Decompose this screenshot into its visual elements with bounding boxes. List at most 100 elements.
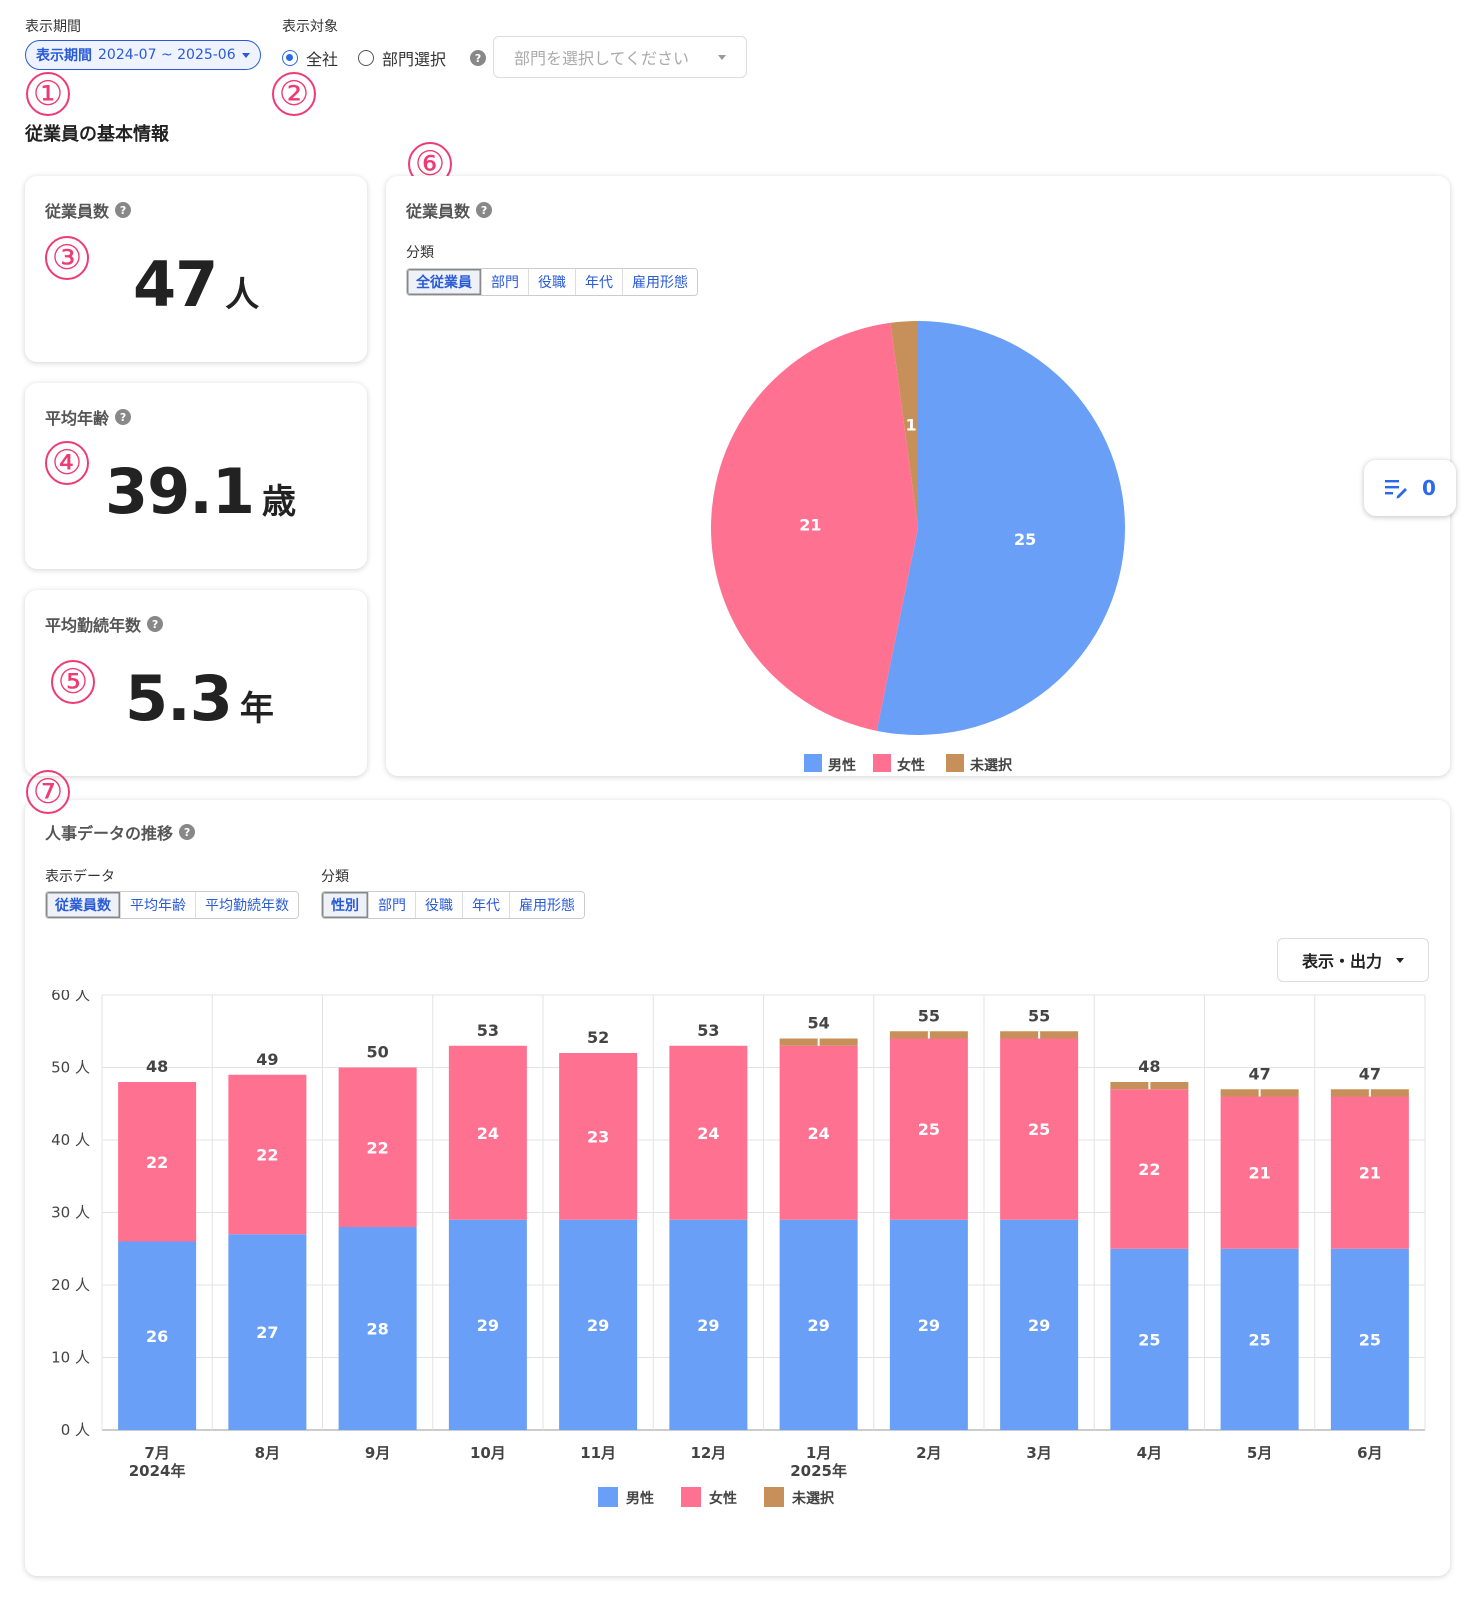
category-tab-4[interactable]: 雇用形態 — [510, 892, 584, 918]
bar-segment-7-0[interactable] — [889, 1219, 968, 1430]
bar-segment-9-1[interactable] — [1110, 1089, 1189, 1249]
target-label: 表示対象 — [282, 19, 338, 35]
output-button[interactable]: 表示・出力 — [1277, 938, 1429, 982]
category-tab-2[interactable]: 役職 — [416, 892, 463, 918]
x-tick-label-2: 9月 — [365, 1444, 390, 1462]
bar-segment-10-0[interactable] — [1220, 1248, 1299, 1430]
pie-chart: 25 21 1 男性 女性 未選択 — [711, 321, 1125, 774]
bar-value-label-11-1: 21 — [1359, 1164, 1381, 1183]
bar-segment-6-0[interactable] — [779, 1219, 858, 1430]
edit-list-icon — [1385, 480, 1408, 499]
bar-value-label-2-0: 28 — [366, 1320, 388, 1339]
pie-slice-1[interactable] — [711, 322, 918, 731]
help-icon[interactable]: ? — [147, 616, 164, 632]
bar-value-label-0-0: 26 — [146, 1327, 168, 1346]
bar-value-label-1-0: 27 — [256, 1323, 278, 1342]
period-button[interactable]: 表示期間 2024-07 ~ 2025-06 — [25, 40, 261, 70]
bar-value-label-2-1: 22 — [366, 1138, 388, 1157]
bar-segment-6-1[interactable] — [779, 1045, 858, 1220]
x-tick-label-10: 5月 — [1247, 1444, 1272, 1462]
pie-legend-swatch-1 — [873, 754, 891, 772]
bar-total-label-7: 55 — [918, 1006, 940, 1025]
pie-card-title: 従業員数 — [406, 202, 471, 221]
pie-tab-3[interactable]: 年代 — [576, 269, 623, 295]
bar-value-label-6-1: 24 — [807, 1124, 829, 1143]
employees-unit: 人 — [225, 275, 260, 315]
bar-segment-5-1[interactable] — [669, 1045, 748, 1220]
notes-button[interactable]: 0 — [1364, 460, 1456, 516]
bar-value-label-11-0: 25 — [1359, 1330, 1381, 1349]
bar-segment-3-0[interactable] — [448, 1219, 527, 1430]
x-tick-label-8: 3月 — [1026, 1444, 1051, 1462]
section-title: 従業員の基本情報 — [25, 124, 169, 145]
bar-total-label-10: 47 — [1248, 1064, 1270, 1083]
category-tab-3[interactable]: 年代 — [463, 892, 510, 918]
help-icon[interactable]: ? — [476, 202, 493, 218]
data-tab-0[interactable]: 従業員数 — [46, 892, 121, 918]
bar-segment-0-1[interactable] — [118, 1082, 197, 1242]
x-tick-label-3: 10月 — [470, 1444, 506, 1462]
dept-select[interactable]: 部門を選択してください — [493, 36, 747, 78]
tenure-card: 平均勤続年数? ⑤ 5.3 年 — [25, 590, 367, 776]
bar-segment-11-1[interactable] — [1330, 1096, 1409, 1249]
bar-segment-8-0[interactable] — [1000, 1219, 1079, 1430]
pie-slice-2[interactable] — [890, 321, 918, 528]
pie-tab-1[interactable]: 部門 — [482, 269, 529, 295]
help-icon[interactable]: ? — [115, 202, 132, 218]
bar-legend-swatch-1 — [681, 1487, 701, 1507]
marker-2: ② — [272, 72, 316, 116]
radio-dept[interactable] — [358, 50, 375, 66]
bar-segment-4-1[interactable] — [559, 1053, 638, 1220]
data-tab-2[interactable]: 平均勤続年数 — [196, 892, 298, 918]
bar-value-label-1-1: 22 — [256, 1146, 278, 1165]
period-button-range: 2024-07 ~ 2025-06 — [98, 47, 236, 63]
marker-4: ④ — [45, 441, 89, 485]
pie-tab-4[interactable]: 雇用形態 — [623, 269, 697, 295]
category-tab-0[interactable]: 性別 — [322, 892, 369, 918]
bar-value-label-9-1: 22 — [1138, 1160, 1160, 1179]
bar-segment-9-0[interactable] — [1110, 1248, 1189, 1430]
bar-total-label-6: 54 — [807, 1014, 829, 1033]
x-tick-label-9: 4月 — [1137, 1444, 1162, 1462]
y-tick-label: 30 人 — [51, 1204, 90, 1222]
radio-all[interactable] — [282, 50, 298, 66]
bar-segment-0-0[interactable] — [118, 1241, 197, 1431]
radio-dept-label: 部門選択 — [382, 50, 447, 69]
bar-segment-10-1[interactable] — [1220, 1096, 1299, 1249]
bar-segment-2-1[interactable] — [338, 1067, 417, 1228]
radio-all-label: 全社 — [306, 50, 339, 69]
bar-segment-5-0[interactable] — [669, 1219, 748, 1430]
bar-value-label-3-0: 29 — [477, 1316, 499, 1335]
trend-data-tabs: 従業員数 平均年齢 平均勤続年数 — [45, 891, 299, 919]
pie-slice-0[interactable] — [876, 321, 1125, 736]
bar-segment-8-1[interactable] — [1000, 1038, 1079, 1220]
age-card-title: 平均年齢 — [45, 409, 110, 428]
bar-segment-2-0[interactable] — [338, 1227, 417, 1430]
x-tick-label-11: 6月 — [1357, 1444, 1382, 1462]
pie-category-tabs: 全従業員 部門 役職 年代 雇用形態 — [406, 268, 698, 296]
data-tab-1[interactable]: 平均年齢 — [121, 892, 196, 918]
help-icon[interactable]: ? — [179, 824, 196, 840]
pie-tab-0[interactable]: 全従業員 — [407, 269, 482, 295]
chevron-down-icon — [718, 54, 726, 60]
bar-segment-3-1[interactable] — [448, 1045, 527, 1220]
help-icon[interactable]: ? — [470, 50, 487, 66]
bar-value-label-9-0: 25 — [1138, 1330, 1160, 1349]
pie-legend-swatch-2 — [946, 754, 964, 772]
bar-segment-1-1[interactable] — [228, 1074, 307, 1235]
category-tab-1[interactable]: 部門 — [369, 892, 416, 918]
bar-total-label-4: 52 — [587, 1028, 609, 1047]
x-tick-label-0: 2024年 — [129, 1462, 186, 1480]
bar-segment-4-0[interactable] — [559, 1219, 638, 1430]
tenure-unit: 年 — [239, 689, 274, 729]
bar-segment-11-0[interactable] — [1330, 1248, 1409, 1430]
bar-total-label-0: 48 — [146, 1057, 168, 1076]
bar-segment-7-1[interactable] — [889, 1038, 968, 1220]
pie-tab-2[interactable]: 役職 — [529, 269, 576, 295]
marker-1: ① — [26, 72, 70, 116]
bar-segment-1-0[interactable] — [228, 1234, 307, 1430]
bar-legend-swatch-2 — [764, 1487, 784, 1507]
y-tick-label: 20 人 — [51, 1276, 90, 1294]
help-icon[interactable]: ? — [115, 409, 132, 425]
period-button-prefix: 表示期間 — [36, 48, 92, 64]
